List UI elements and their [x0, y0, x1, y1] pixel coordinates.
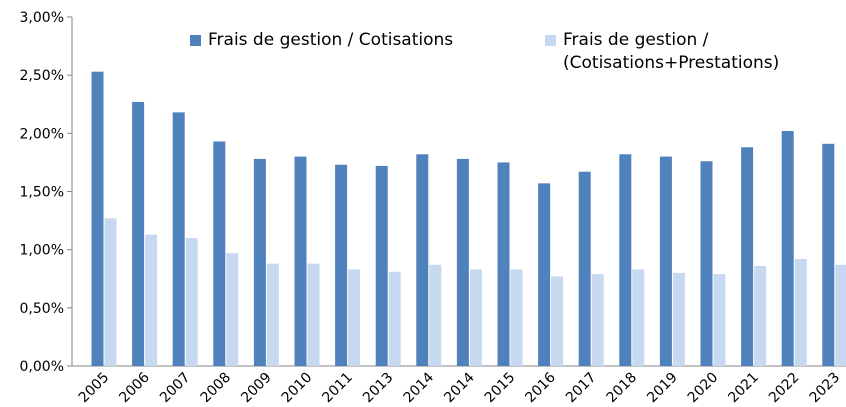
bar: [456, 158, 469, 366]
x-tick-label: 2020: [685, 370, 722, 407]
y-tick-label: 1,50%: [20, 185, 64, 201]
x-tick-label: 2021: [725, 370, 762, 407]
legend-swatch: [190, 35, 201, 46]
bar: [794, 258, 807, 366]
bar: [253, 158, 266, 366]
bar: [619, 154, 632, 366]
bar: [510, 269, 523, 366]
bar: [104, 218, 117, 366]
bar: [335, 164, 348, 366]
bar: [578, 171, 591, 366]
bar: [551, 276, 564, 366]
bar: [348, 269, 361, 366]
x-tick-label: 2005: [76, 370, 113, 407]
bar: [591, 274, 604, 366]
bar: [375, 165, 388, 366]
x-tick-label: 2014: [441, 369, 478, 406]
x-tick-label: 2008: [198, 370, 235, 407]
bar: [741, 147, 754, 366]
y-tick-label: 0,00%: [20, 359, 64, 375]
x-tick-label: 2010: [279, 370, 316, 407]
x-tick-label: 2019: [644, 370, 681, 407]
bar: [632, 269, 645, 366]
bar: [659, 156, 672, 366]
bar: [307, 263, 320, 366]
legend-label: Frais de gestion / (Cotisations+Prestati…: [563, 30, 780, 73]
x-tick-label: 2007: [157, 370, 194, 407]
bar: [754, 265, 767, 366]
x-tick-label: 2013: [360, 370, 397, 407]
y-tick-label: 2,50%: [20, 68, 64, 84]
bar: [835, 264, 846, 366]
x-tick-label: 2015: [482, 370, 519, 407]
y-tick-label: 2,00%: [20, 126, 64, 142]
legend-label: Frais de gestion / Cotisations: [208, 30, 454, 50]
x-tick-label: 2006: [116, 369, 153, 406]
bar: [713, 274, 726, 366]
legend-swatch: [545, 35, 556, 46]
bar: [213, 141, 226, 366]
x-tick-label: 2018: [604, 370, 641, 407]
bar: [388, 271, 401, 366]
x-tick-label: 2023: [807, 370, 844, 407]
x-tick-label: 2016: [522, 369, 559, 406]
bar: [145, 234, 158, 366]
bar: [781, 131, 794, 366]
bar: [132, 101, 145, 366]
x-tick-label: 2017: [563, 370, 600, 407]
y-tick-label: 3,00%: [20, 10, 64, 26]
bar: [700, 161, 713, 366]
bar: [497, 162, 510, 366]
y-tick-label: 1,00%: [20, 243, 64, 259]
bar: [538, 183, 551, 366]
bar: [91, 71, 104, 366]
bar: [416, 154, 429, 366]
bar: [226, 253, 239, 366]
bar: [294, 156, 307, 366]
x-tick-label: 2014: [401, 369, 438, 406]
bar: [429, 264, 442, 366]
bar: [822, 143, 835, 366]
bar: [266, 263, 279, 366]
bar: [172, 112, 185, 366]
bar: [185, 238, 198, 366]
x-tick-label: 2022: [766, 370, 803, 407]
y-tick-label: 0,50%: [20, 301, 64, 317]
x-tick-label: 2009: [238, 370, 275, 407]
x-tick-label: 2011: [319, 370, 356, 407]
bar: [469, 269, 482, 366]
bar: [672, 272, 685, 366]
